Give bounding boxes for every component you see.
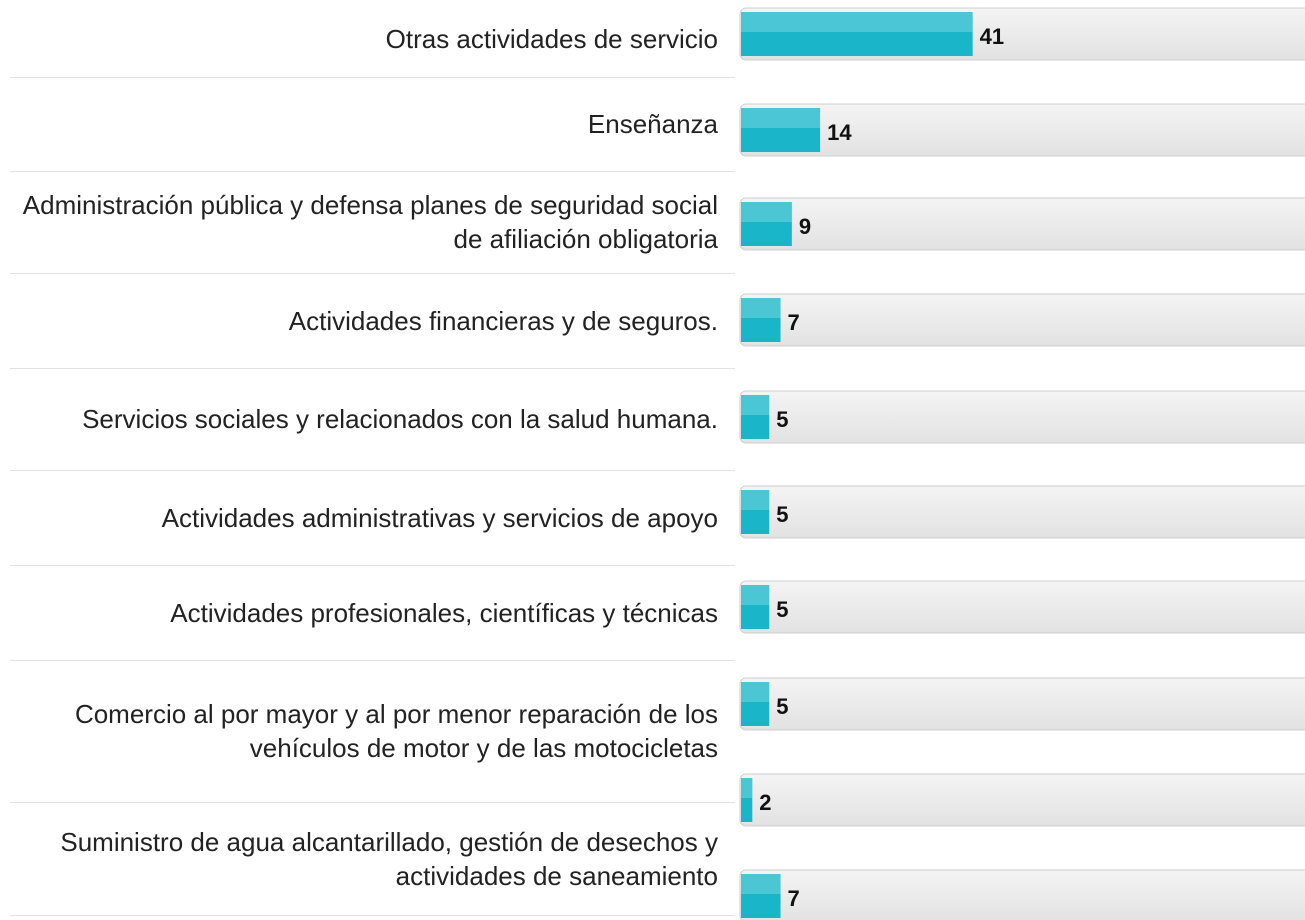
row-separator <box>10 802 735 803</box>
value-label: 9 <box>799 214 811 239</box>
value-label: 5 <box>776 407 788 432</box>
category-label: Actividades profesionales, científicas y… <box>10 569 718 656</box>
bar-track <box>740 486 1305 538</box>
bar-highlight <box>741 490 769 510</box>
value-label: 7 <box>788 886 800 911</box>
bar-highlight <box>741 298 781 318</box>
bar-track <box>740 870 1305 920</box>
value-label: 5 <box>776 597 788 622</box>
bar-highlight <box>741 108 820 128</box>
category-label: Comercio al por mayor y al por menor rep… <box>10 664 718 798</box>
bar-highlight <box>741 12 973 32</box>
row-separator <box>10 660 735 661</box>
row-separator <box>10 915 735 916</box>
value-label: 5 <box>776 502 788 527</box>
value-label: 7 <box>788 310 800 335</box>
row-separator <box>10 273 735 274</box>
bar-track <box>740 104 1305 156</box>
category-label: Actividades administrativas y servicios … <box>10 474 718 561</box>
bar-highlight <box>741 585 769 605</box>
row-separator <box>10 368 735 369</box>
category-label: Suministro de agua alcantarillado, gesti… <box>10 806 718 911</box>
bar-highlight <box>741 874 781 894</box>
value-label: 14 <box>827 120 852 145</box>
bar-track <box>740 774 1305 826</box>
bar-highlight <box>741 682 769 702</box>
category-label: Servicios sociales y relacionados con la… <box>10 372 718 466</box>
bar-track <box>740 294 1305 346</box>
value-label: 2 <box>759 790 771 815</box>
category-label: Administración pública y defensa planes … <box>10 175 718 269</box>
row-separator <box>10 565 735 566</box>
bar-track <box>740 678 1305 730</box>
bar-track <box>740 581 1305 633</box>
bar-highlight <box>741 778 752 798</box>
bar-highlight <box>741 395 769 415</box>
row-separator <box>10 470 735 471</box>
row-separator <box>10 171 735 172</box>
category-label: Actividades financieras y de seguros. <box>10 277 718 364</box>
chart: 41 14 9 7 5 5 5 5 2 7 Otras actividades de servic… <box>0 0 1305 920</box>
category-label: Enseñanza <box>10 81 718 167</box>
bar-highlight <box>741 202 792 222</box>
bar-track <box>740 391 1305 443</box>
category-label: Otras actividades de servicio <box>10 4 718 73</box>
row-separator <box>10 77 735 78</box>
value-label: 5 <box>776 694 788 719</box>
value-label: 41 <box>980 24 1004 49</box>
bar-track <box>740 198 1305 250</box>
